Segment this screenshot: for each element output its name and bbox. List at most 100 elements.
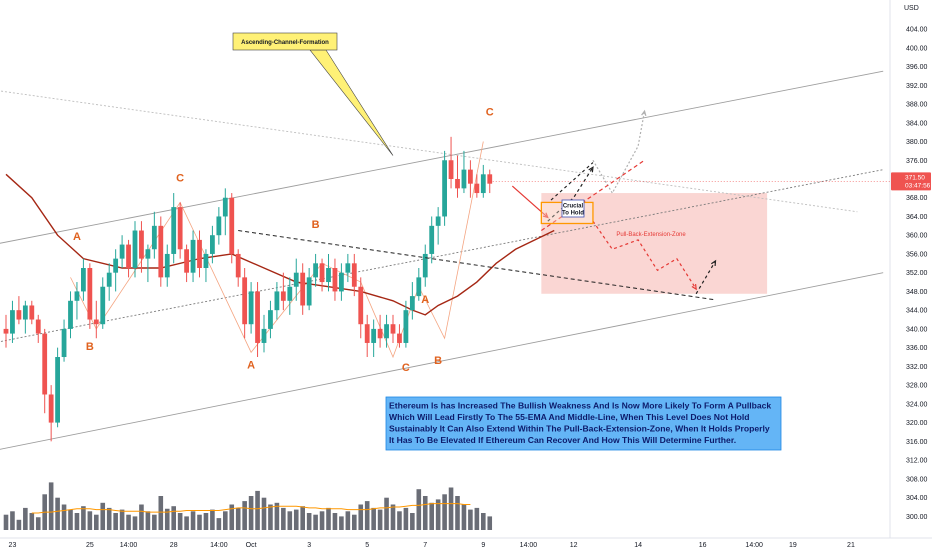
candle-body (280, 291, 286, 301)
candle-body (229, 197, 235, 254)
volume-bar (171, 506, 176, 530)
volume-bar (410, 513, 415, 530)
volume-bar (203, 513, 209, 530)
candle-body (139, 230, 144, 259)
x-tick-label: 14 (634, 542, 642, 549)
volume-bar (242, 501, 247, 530)
volume-bar (352, 514, 357, 530)
projection-up-arrow-black-head (588, 166, 594, 173)
volume-bar (487, 516, 493, 530)
candle-body (461, 169, 467, 189)
y-tick-label: 404.00 (906, 27, 928, 34)
candle-body (68, 300, 73, 329)
candle-body (29, 305, 35, 320)
volume-bar (197, 514, 202, 530)
crucial-label-box (561, 199, 585, 218)
candle-body (422, 253, 428, 278)
volume-bar (422, 496, 428, 530)
candle-body (10, 310, 15, 334)
y-tick-label: 344.00 (906, 308, 928, 315)
x-tick-label: 5 (365, 542, 369, 549)
candle-body (300, 272, 306, 306)
candle-body (487, 174, 493, 184)
volume-bar (390, 504, 396, 530)
volume-bar (235, 507, 241, 530)
volume-bar (29, 513, 35, 530)
x-tick-label: 12 (570, 542, 578, 549)
volume-bar (3, 514, 9, 530)
candle-body (455, 178, 460, 189)
candle-body (474, 183, 480, 194)
channel-upper-dotted-line (0, 90, 858, 213)
y-tick-label: 304.00 (906, 495, 928, 502)
volume-bar (481, 513, 486, 530)
volume-bar (358, 504, 364, 530)
candle-body (61, 328, 67, 358)
volume-bar (468, 509, 473, 530)
volume-bar (293, 509, 299, 530)
candle-body (403, 310, 409, 343)
candle-body (132, 230, 138, 268)
candle-body (248, 291, 254, 325)
y-tick-label: 388.00 (906, 102, 928, 109)
volume-bar (106, 507, 112, 530)
candle-body (242, 277, 248, 325)
info-line: Sustainably It Can Also Extend Within Th… (389, 424, 770, 434)
x-tick-label: 14:00 (120, 542, 138, 549)
volume-bar (139, 504, 144, 530)
crucial-label-line1: Crucial (563, 204, 584, 210)
y-tick-label: 396.00 (906, 64, 928, 71)
volume-bar (442, 494, 447, 530)
y-tick-label: 356.00 (906, 251, 928, 258)
y-tick-label: 328.00 (906, 383, 928, 390)
candle-body (197, 239, 202, 268)
volume-bar (274, 502, 280, 530)
volume-bar (177, 513, 183, 530)
candle-body (177, 207, 183, 250)
info-line: It Has To Be Elevated If Ethereum Can Re… (389, 435, 736, 445)
y-tick-label: 332.00 (906, 364, 928, 371)
candle-body (397, 333, 402, 343)
current-price-tag-price: 371.50 (905, 174, 925, 181)
candle-body (358, 286, 364, 325)
info-line: Which Will Lead Firstly To The 55-EMA An… (389, 412, 750, 422)
volume-bar (216, 518, 222, 530)
x-tick-label: 3 (307, 542, 311, 549)
volume-bar (474, 507, 480, 530)
y-tick-label: 364.00 (906, 214, 928, 221)
wave-label-c: C (176, 172, 184, 184)
candle-body (87, 268, 93, 320)
volume-bar (429, 502, 434, 530)
volume-bar (281, 507, 286, 530)
candle-body (158, 225, 164, 278)
candle-body (293, 272, 299, 287)
x-tick-label: 25 (86, 542, 94, 549)
projection-up-arrow-grey (592, 110, 646, 195)
wave-label-b: B (434, 355, 442, 367)
candle-body (203, 253, 209, 268)
volume-bar (113, 513, 118, 530)
candle-body (351, 263, 357, 287)
volume-bar (377, 509, 383, 530)
candle-body (429, 225, 435, 254)
candle-body (74, 291, 80, 301)
volume-bar (255, 490, 260, 530)
volume-bar (326, 507, 331, 530)
info-box (385, 396, 782, 451)
wave-label-a: A (421, 294, 429, 306)
volume-bar (268, 504, 273, 530)
candle-body (126, 244, 131, 268)
zone-label: Pull-Back-Extension-Zone (616, 232, 686, 238)
volume-bar (74, 513, 80, 530)
volume-bar (261, 497, 267, 530)
x-tick-label: 9 (481, 542, 485, 549)
y-axis-panel (890, 0, 932, 550)
volume-bar (384, 497, 389, 530)
candle-body (390, 324, 396, 334)
y-tick-label: 352.00 (906, 270, 928, 277)
volume-bar (397, 511, 402, 530)
x-tick-label: 21 (847, 542, 855, 549)
candle-body (113, 258, 119, 273)
